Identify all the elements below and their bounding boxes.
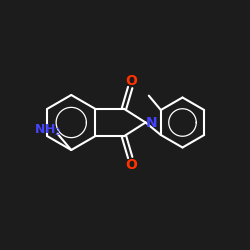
Text: N: N xyxy=(146,116,158,130)
Text: NH$_2$: NH$_2$ xyxy=(34,122,62,138)
Text: O: O xyxy=(126,74,138,88)
Text: O: O xyxy=(126,158,138,172)
